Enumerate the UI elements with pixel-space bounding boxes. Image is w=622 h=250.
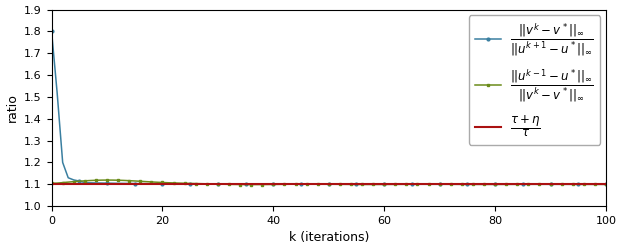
$\dfrac{\tau + \eta}{\tau}$ xyxy=(463,183,471,186)
$\dfrac{||u^{k-1} - u^*||_\infty}{||v^k - v^*||_\infty}$ xyxy=(48,182,55,185)
$\dfrac{||u^{k-1} - u^*||_\infty}{||v^k - v^*||_\infty}$ xyxy=(86,179,94,182)
$\dfrac{\tau + \eta}{\tau}$ xyxy=(48,183,55,186)
$\dfrac{\tau + \eta}{\tau}$ xyxy=(86,183,94,186)
$\dfrac{||u^{k-1} - u^*||_\infty}{||v^k - v^*||_\infty}$ xyxy=(447,183,455,186)
$\dfrac{||v^k - v^*||_\infty}{||u^{k+1} - u^*||_\infty}$ xyxy=(463,183,471,186)
Y-axis label: ratio: ratio xyxy=(6,94,19,122)
$\dfrac{||v^k - v^*||_\infty}{||u^{k+1} - u^*||_\infty}$ xyxy=(48,30,55,33)
$\dfrac{||u^{k-1} - u^*||_\infty}{||v^k - v^*||_\infty}$ xyxy=(103,178,111,182)
$\dfrac{||u^{k-1} - u^*||_\infty}{||v^k - v^*||_\infty}$ xyxy=(602,183,610,186)
$\dfrac{||u^{k-1} - u^*||_\infty}{||v^k - v^*||_\infty}$ xyxy=(248,183,255,186)
X-axis label: k (iterations): k (iterations) xyxy=(289,232,369,244)
Line: $\dfrac{||v^k - v^*||_\infty}{||u^{k+1} - u^*||_\infty}$: $\dfrac{||v^k - v^*||_\infty}{||u^{k+1} … xyxy=(50,30,607,186)
$\dfrac{||v^k - v^*||_\infty}{||u^{k+1} - u^*||_\infty}$ xyxy=(436,183,443,186)
$\dfrac{||v^k - v^*||_\infty}{||u^{k+1} - u^*||_\infty}$ xyxy=(602,183,610,186)
Legend: $\dfrac{||v^k - v^*||_\infty}{||u^{k+1} - u^*||_\infty}$, $\dfrac{||u^{k-1} - u^: $\dfrac{||v^k - v^*||_\infty}{||u^{k+1} … xyxy=(469,16,600,145)
$\dfrac{\tau + \eta}{\tau}$ xyxy=(187,183,194,186)
$\dfrac{||u^{k-1} - u^*||_\infty}{||v^k - v^*||_\infty}$ xyxy=(314,182,322,186)
Line: $\dfrac{||u^{k-1} - u^*||_\infty}{||v^k - v^*||_\infty}$: $\dfrac{||u^{k-1} - u^*||_\infty}{||v^k … xyxy=(50,179,607,186)
$\dfrac{\tau + \eta}{\tau}$ xyxy=(303,183,310,186)
$\dfrac{||v^k - v^*||_\infty}{||u^{k+1} - u^*||_\infty}$ xyxy=(303,183,310,186)
$\dfrac{||v^k - v^*||_\infty}{||u^{k+1} - u^*||_\infty}$ xyxy=(381,183,388,186)
$\dfrac{||u^{k-1} - u^*||_\infty}{||v^k - v^*||_\infty}$ xyxy=(192,182,200,185)
$\dfrac{||u^{k-1} - u^*||_\infty}{||v^k - v^*||_\infty}$ xyxy=(475,183,482,186)
$\dfrac{\tau + \eta}{\tau}$ xyxy=(381,183,388,186)
$\dfrac{\tau + \eta}{\tau}$ xyxy=(436,183,443,186)
$\dfrac{\tau + \eta}{\tau}$ xyxy=(602,183,610,186)
$\dfrac{||u^{k-1} - u^*||_\infty}{||v^k - v^*||_\infty}$ xyxy=(392,183,399,186)
$\dfrac{||v^k - v^*||_\infty}{||u^{k+1} - u^*||_\infty}$ xyxy=(187,182,194,186)
$\dfrac{||v^k - v^*||_\infty}{||u^{k+1} - u^*||_\infty}$ xyxy=(86,181,94,184)
